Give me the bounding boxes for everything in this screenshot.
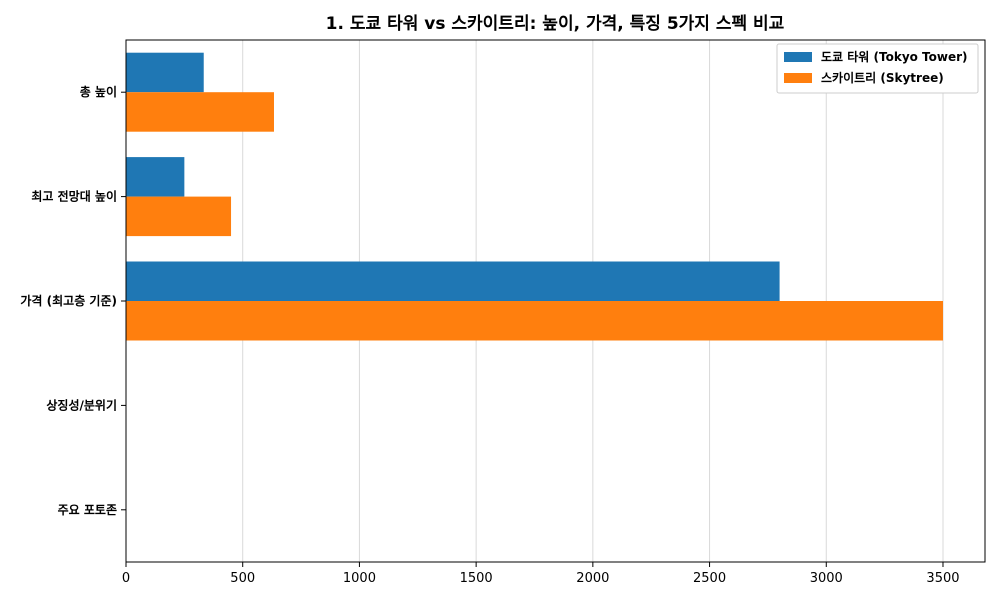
bar-tokyo-tower <box>126 261 780 301</box>
y-tick-label: 상징성/분위기 <box>46 397 117 412</box>
bar-skytree <box>126 196 232 237</box>
x-tick-label: 3000 <box>810 571 843 586</box>
legend-label-skytree: 스카이트리 (Skytree) <box>821 70 944 85</box>
y-tick-label: 주요 포토존 <box>58 503 117 517</box>
legend: 도쿄 타워 (Tokyo Tower) 스카이트리 (Skytree) <box>776 43 979 94</box>
y-tick-label: 최고 전망대 높이 <box>31 189 117 204</box>
y-tick-label: 총 높이 <box>80 84 117 99</box>
x-tick-label: 500 <box>230 571 255 586</box>
legend-box <box>776 43 979 94</box>
x-tick-label: 3500 <box>926 571 959 586</box>
bar-tokyo-tower <box>126 157 185 197</box>
x-tick-label: 1000 <box>343 571 376 586</box>
bars <box>126 52 943 341</box>
x-tick-label: 1500 <box>460 571 493 586</box>
legend-label-tokyo-tower: 도쿄 타워 (Tokyo Tower) <box>821 49 968 64</box>
bar-skytree <box>126 92 274 132</box>
x-tick-label: 0 <box>122 571 130 586</box>
legend-swatch-skytree <box>784 73 812 83</box>
y-tick-label: 가격 (최고층 기준) <box>20 293 117 308</box>
plot-frame <box>125 39 986 563</box>
x-tick-label: 2000 <box>576 571 609 586</box>
bar-tokyo-tower <box>126 52 204 93</box>
x-tick-label: 2500 <box>693 571 726 586</box>
bar-skytree <box>126 301 943 341</box>
legend-swatch-tokyo-tower <box>784 52 812 62</box>
chart-title: 1. 도쿄 타워 vs 스카이트리: 높이, 가격, 특징 5가지 스펙 비교 <box>326 14 785 34</box>
